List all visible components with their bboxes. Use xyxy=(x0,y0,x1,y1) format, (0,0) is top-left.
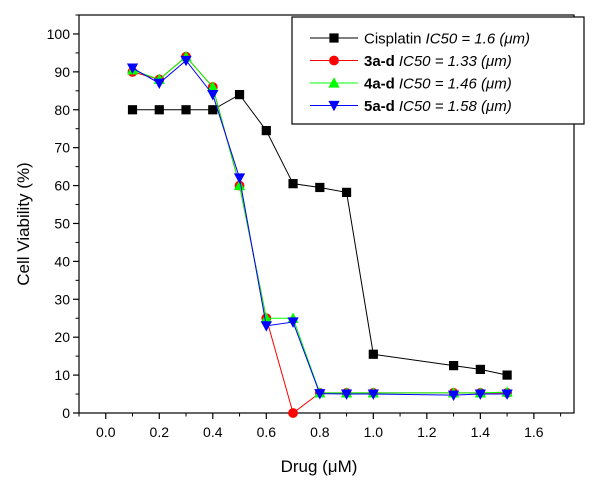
data-point xyxy=(181,105,191,115)
y-tick-label: 80 xyxy=(54,102,70,118)
data-point xyxy=(154,105,164,115)
data-point xyxy=(475,364,485,375)
data-point xyxy=(368,349,378,359)
data-point xyxy=(233,179,246,191)
y-tick-label: 30 xyxy=(54,291,70,307)
legend-marker xyxy=(328,100,340,112)
data-point xyxy=(153,78,165,90)
plot-frame xyxy=(78,14,575,414)
data-point xyxy=(233,173,246,184)
data-point xyxy=(234,90,245,100)
data-point xyxy=(207,90,219,101)
data-point xyxy=(341,187,352,197)
legend-series-name: 5a-d xyxy=(364,98,395,115)
y-tick-label: 70 xyxy=(54,140,70,156)
data-point xyxy=(287,317,299,328)
legend-marker xyxy=(329,33,339,43)
data-point xyxy=(314,389,326,400)
y-tick-label: 100 xyxy=(47,26,71,42)
legend: Cisplatin IC50 = 1.6 (μm) 3a-d IC50 = 1.33 … xyxy=(291,16,585,125)
legend-item: 3a-d IC50 = 1.33 (μm) xyxy=(310,53,512,70)
data-point xyxy=(127,105,138,115)
y-tick-label: 50 xyxy=(54,215,70,231)
x-tick-label: 0.6 xyxy=(257,424,277,440)
data-point xyxy=(367,389,379,400)
legend-ic50: IC50 = 1.58 (μm) xyxy=(399,98,512,115)
series-layer xyxy=(126,50,513,418)
data-point xyxy=(208,105,218,115)
legend-box xyxy=(291,16,585,125)
data-point xyxy=(502,370,512,380)
legend-marker xyxy=(328,77,340,88)
data-point xyxy=(180,55,192,67)
data-point xyxy=(260,312,272,323)
data-point xyxy=(207,81,219,92)
series-line xyxy=(132,93,508,376)
legend-item: 5a-d IC50 = 1.58 (μm) xyxy=(310,98,512,115)
x-tick-label: 1.2 xyxy=(417,424,437,440)
y-axis-label: Cell Viability (%) xyxy=(14,162,33,285)
y-tick-label: 40 xyxy=(54,253,70,269)
legend-item: Cisplatin IC50 = 1.6 (μm) xyxy=(310,31,530,48)
legend-series-name: 4a-d xyxy=(364,76,395,93)
y-tick-label: 60 xyxy=(54,178,70,194)
y-tick-label: 90 xyxy=(54,64,70,80)
x-tick-label: 1.6 xyxy=(524,424,544,440)
x-tick-label: 1.0 xyxy=(364,424,384,440)
legend-label: Cisplatin IC50 = 1.6 (μm) xyxy=(364,31,530,48)
axes: 0.0 0.2 0.4 0.6 0.8 1.0 1.2 1.4 1.6 0 10 20 30 40 50 60… xyxy=(47,14,575,440)
x-tick-label: 0.2 xyxy=(150,424,170,440)
legend-ic50: IC50 = 1.33 (μm) xyxy=(399,53,512,70)
legend-ic50: IC50 = 1.46 (μm) xyxy=(399,76,512,93)
legend-ic50: IC50 = 1.6 (μm) xyxy=(426,31,531,48)
data-point xyxy=(501,389,513,400)
x-tick-label: 0.0 xyxy=(96,424,116,440)
x-tick-label: 0.4 xyxy=(203,424,223,440)
y-tick-label: 20 xyxy=(54,329,70,345)
y-tick-label: 10 xyxy=(54,367,70,383)
data-point xyxy=(288,408,298,418)
data-point xyxy=(260,321,272,332)
legend-item: 4a-d IC50 = 1.46 (μm) xyxy=(310,76,512,93)
legend-label: 3a-d IC50 = 1.33 (μm) xyxy=(364,53,512,70)
data-point xyxy=(448,361,459,371)
data-point xyxy=(340,389,353,400)
data-point xyxy=(315,182,325,193)
legend-label: 4a-d IC50 = 1.46 (μm) xyxy=(364,76,512,93)
data-point xyxy=(288,179,298,189)
legend-series-name: Cisplatin xyxy=(364,31,422,48)
data-point xyxy=(474,389,486,400)
series-cisplatin xyxy=(127,90,512,380)
x-axis-label: Drug (μM) xyxy=(281,457,358,476)
x-tick-label: 0.8 xyxy=(310,424,330,440)
y-tick-label: 0 xyxy=(62,405,70,421)
x-tick-label: 1.4 xyxy=(471,424,491,440)
data-point xyxy=(126,63,139,74)
data-point xyxy=(261,126,271,136)
data-point xyxy=(447,390,460,401)
legend-series-name: 3a-d xyxy=(364,53,395,70)
series-5a-d xyxy=(126,55,513,401)
legend-marker xyxy=(329,55,339,66)
legend-label: 5a-d IC50 = 1.58 (μm) xyxy=(364,98,512,115)
